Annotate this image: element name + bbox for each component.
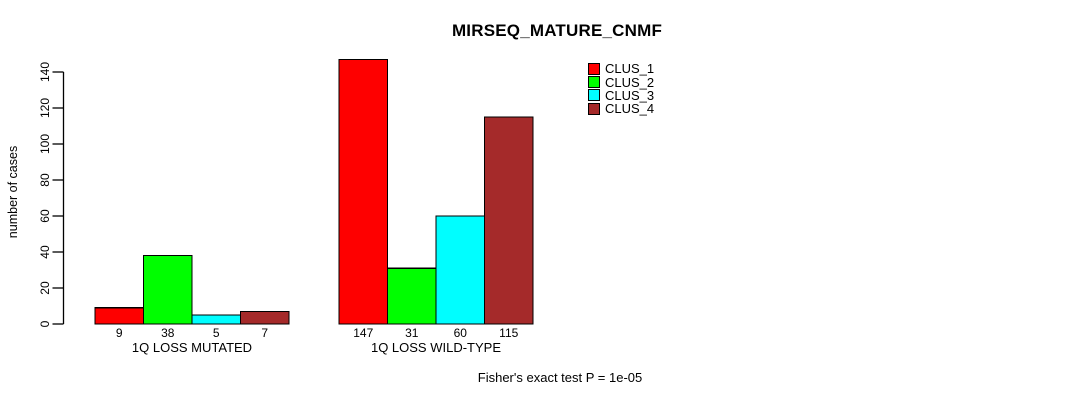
bar-clus_1-group1: [94, 307, 145, 325]
bar-value-label: 38: [161, 326, 175, 340]
y-axis-title: number of cases: [6, 146, 20, 238]
y-tick-label: 100: [38, 134, 52, 154]
legend-item: CLUS_4: [588, 102, 654, 115]
fisher-test-annotation: Fisher's exact test P = 1e-05: [477, 370, 643, 385]
bar-value-label: 9: [116, 326, 123, 340]
y-tick-label: 80: [38, 173, 52, 187]
bar-value-label: 115: [499, 326, 518, 340]
y-tick-label: 20: [38, 281, 52, 295]
bar-clus_4-group2: [483, 116, 534, 325]
y-tick-label: 60: [38, 209, 52, 223]
legend-item: CLUS_2: [588, 74, 655, 90]
y-tick-label: 120: [38, 98, 52, 118]
y-tick-label: 0: [38, 320, 52, 327]
legend-label-clus-2: CLUS_2: [605, 74, 655, 90]
bar-clus_2-group2: [386, 267, 437, 325]
y-tick-label: 40: [38, 245, 52, 259]
legend-swatch-clus-3: [588, 89, 600, 102]
y-tick-label: 140: [38, 62, 52, 82]
x-category-label: 1Q LOSS WILD-TYPE: [371, 340, 501, 355]
legend-swatch-clus-1: [588, 62, 600, 75]
bar-clus_4-group1: [239, 310, 290, 325]
bar-clus_1-group2: [338, 58, 389, 325]
bar-clus_3-group1: [191, 314, 242, 325]
bar-value-label: 5: [213, 326, 220, 340]
legend-swatch-clus-4: [588, 102, 600, 115]
bar-value-label: 147: [353, 326, 373, 340]
legend-swatch-clus-2: [588, 76, 600, 89]
bar-clus_2-group1: [142, 255, 193, 325]
bar-value-label: 31: [405, 326, 419, 340]
bar-clus_3-group2: [435, 215, 486, 325]
legend-item: CLUS_3: [588, 89, 654, 102]
legend-label-clus-3: CLUS_3: [605, 87, 655, 103]
legend-item: CLUS_1: [588, 62, 654, 75]
x-category-label: 1Q LOSS MUTATED: [132, 340, 252, 355]
bar-value-label: 7: [261, 326, 268, 340]
chart-title: MIRSEQ_MATURE_CNMF: [451, 21, 663, 40]
legend-label-clus-1: CLUS_1: [605, 61, 655, 77]
legend: CLUS_1 CLUS_2 CLUS_3 CLUS_4: [588, 62, 654, 116]
bar-value-label: 60: [454, 326, 468, 340]
legend-label-clus-4: CLUS_4: [605, 101, 655, 117]
